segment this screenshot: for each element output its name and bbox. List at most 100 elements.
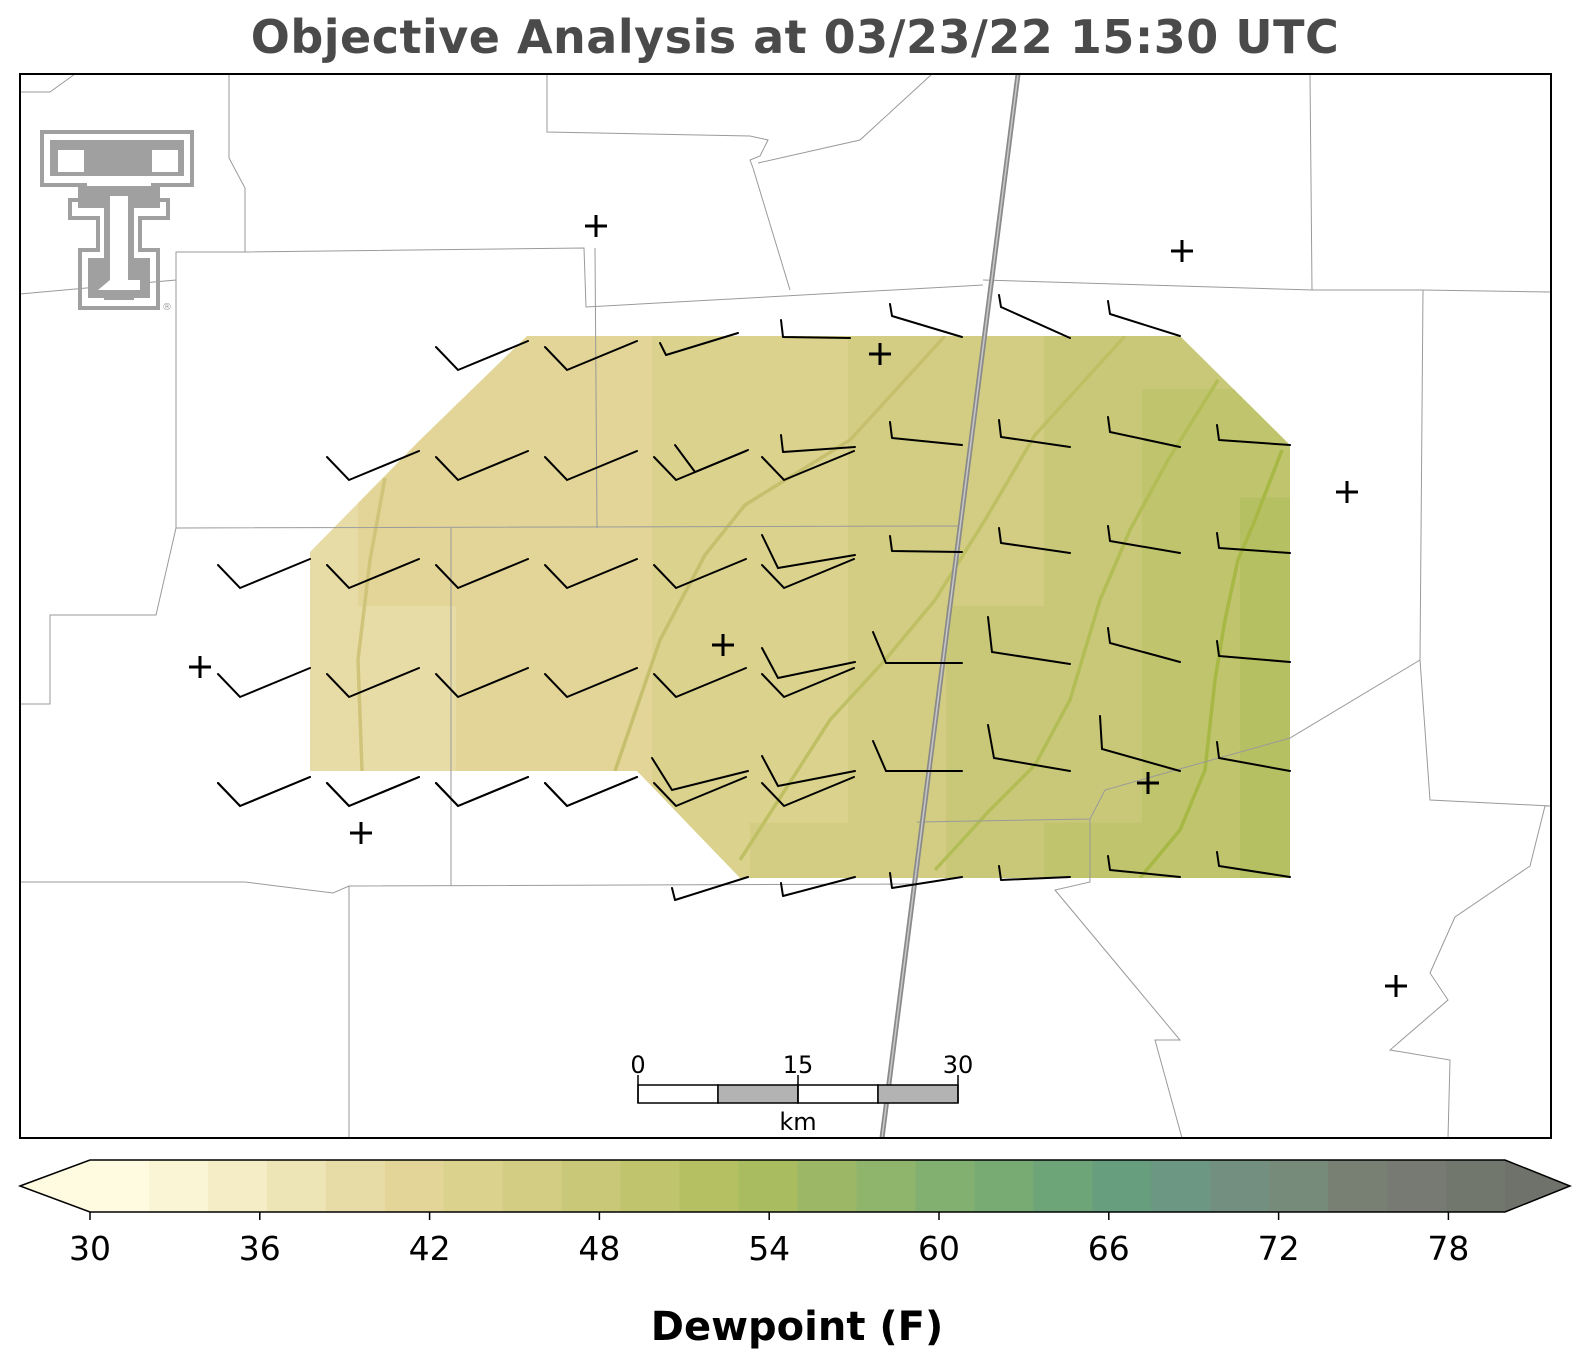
wind-barb bbox=[872, 740, 963, 772]
colorbar-swatch bbox=[1033, 1160, 1093, 1212]
wind-barb bbox=[435, 450, 529, 482]
field-cell bbox=[310, 606, 360, 717]
wind-barb bbox=[651, 757, 749, 792]
colorbar-swatch bbox=[1387, 1160, 1447, 1212]
colorbar-swatch bbox=[797, 1160, 858, 1212]
wind-barb bbox=[435, 667, 529, 699]
colorbar-swatch bbox=[266, 1160, 327, 1212]
scale-bar: 0 15 30 km bbox=[630, 1051, 973, 1136]
wind-barb bbox=[217, 558, 311, 590]
wind-barb bbox=[761, 647, 856, 680]
wind-barb bbox=[998, 527, 1071, 554]
field-cell bbox=[554, 336, 654, 392]
field-cell bbox=[848, 389, 948, 500]
wind-barb bbox=[435, 558, 529, 590]
scale-label-0: 0 bbox=[630, 1051, 645, 1079]
colorbar-swatch bbox=[1210, 1160, 1270, 1212]
contour-line bbox=[613, 336, 947, 772]
station-marker bbox=[712, 634, 734, 656]
wind-barb bbox=[1216, 424, 1291, 446]
colorbar-swatch bbox=[325, 1160, 386, 1212]
field-cell bbox=[456, 606, 556, 717]
wind-barb bbox=[659, 332, 739, 356]
station-markers bbox=[189, 215, 1407, 997]
contour-line bbox=[933, 379, 1220, 872]
colorbar-tick-label: 30 bbox=[69, 1229, 111, 1268]
station-marker bbox=[189, 656, 211, 678]
state-line bbox=[879, 74, 1021, 1138]
wind-barb bbox=[780, 434, 856, 453]
field-cell bbox=[554, 497, 654, 608]
field-cell bbox=[358, 606, 458, 717]
field-cell bbox=[1142, 606, 1242, 717]
scale-label-30: 30 bbox=[943, 1051, 974, 1079]
county-boundaries bbox=[20, 74, 1551, 1138]
wind-barb bbox=[1216, 741, 1291, 772]
field-cell bbox=[456, 389, 556, 500]
colorbar-swatch bbox=[1269, 1160, 1329, 1212]
field-cell bbox=[848, 497, 948, 608]
wind-barb bbox=[1107, 855, 1181, 878]
wind-barb bbox=[780, 319, 851, 339]
wind-barb bbox=[435, 340, 529, 372]
wind-barb bbox=[761, 667, 855, 699]
field-cell bbox=[554, 606, 654, 717]
colorbar-swatch bbox=[679, 1160, 740, 1212]
field-cell bbox=[750, 336, 850, 392]
wind-barb bbox=[1107, 525, 1181, 554]
field-cell bbox=[1044, 822, 1144, 878]
wind-barb bbox=[987, 724, 1071, 772]
wind-barb bbox=[889, 872, 963, 889]
wind-barb bbox=[653, 776, 747, 808]
colorbar-tick-label: 72 bbox=[1258, 1229, 1300, 1268]
field-cell bbox=[946, 336, 1046, 392]
field-cell bbox=[1240, 822, 1290, 878]
scale-unit: km bbox=[779, 1108, 816, 1136]
colorbar-tick-label: 78 bbox=[1427, 1229, 1469, 1268]
colorbar-swatch bbox=[1151, 1160, 1211, 1212]
colorbar-swatch bbox=[620, 1160, 681, 1212]
colorbar-tick-label: 36 bbox=[239, 1229, 281, 1268]
wind-barb bbox=[544, 667, 638, 699]
field-cell bbox=[848, 606, 948, 717]
colorbar-swatch bbox=[90, 1160, 150, 1212]
contour-line bbox=[1138, 449, 1284, 878]
wind-barb bbox=[1216, 532, 1291, 554]
colorbar-tick-label: 60 bbox=[918, 1229, 960, 1268]
wind-barb bbox=[326, 558, 420, 590]
station-marker bbox=[1137, 772, 1159, 794]
field-cell bbox=[750, 389, 850, 500]
colorbar-swatch bbox=[148, 1160, 209, 1212]
colorbar-swatch bbox=[502, 1160, 563, 1212]
wind-barb bbox=[998, 294, 1071, 339]
field-cell bbox=[946, 606, 1046, 717]
contour-line bbox=[738, 336, 1127, 861]
field-cell bbox=[750, 606, 850, 717]
wind-barb bbox=[674, 444, 749, 474]
colorbar-swatch bbox=[1328, 1160, 1388, 1212]
wind-barb bbox=[987, 616, 1071, 665]
wind-barb bbox=[889, 535, 963, 553]
station-marker bbox=[869, 343, 891, 365]
map-frame bbox=[19, 73, 1552, 1139]
field-cell bbox=[652, 389, 752, 500]
wind-barb bbox=[326, 450, 420, 482]
wind-barb bbox=[653, 558, 747, 590]
field-cell bbox=[652, 606, 752, 717]
station-marker bbox=[350, 822, 372, 844]
wind-barb bbox=[217, 667, 311, 699]
field-cell bbox=[554, 389, 654, 500]
wind-barbs bbox=[217, 294, 1291, 901]
field-cell bbox=[1142, 389, 1242, 500]
field-cell bbox=[750, 497, 850, 608]
wind-barb bbox=[217, 776, 311, 808]
wind-barb bbox=[544, 776, 638, 808]
colorbar: 30 36 42 48 54 60 66 72 78 bbox=[17, 1159, 1573, 1268]
wind-barb bbox=[544, 340, 638, 372]
wind-barb bbox=[761, 534, 856, 570]
station-marker bbox=[585, 215, 607, 237]
station-marker bbox=[1385, 975, 1407, 997]
colorbar-label: Dewpoint (F) bbox=[651, 1304, 944, 1350]
colorbar-swatch bbox=[856, 1160, 917, 1212]
